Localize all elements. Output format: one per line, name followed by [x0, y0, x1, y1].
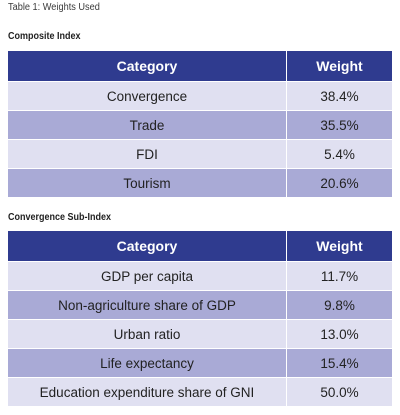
category-cell: Education expenditure share of GNI — [8, 378, 287, 407]
composite-index-title: Composite Index — [8, 31, 81, 42]
table-row: Education expenditure share of GNI 50.0% — [8, 378, 392, 407]
weight-cell: 15.4% — [287, 349, 392, 378]
table-row: Life expectancy 15.4% — [8, 349, 392, 378]
table-row: Convergence 38.4% — [8, 82, 392, 111]
table-row: Non-agriculture share of GDP 9.8% — [8, 291, 392, 320]
weight-cell: 13.0% — [287, 320, 392, 349]
composite-index-table: Category Weight Convergence 38.4% Trade … — [8, 51, 392, 198]
column-header-weight: Weight — [287, 51, 392, 82]
category-cell: Urban ratio — [8, 320, 287, 349]
weight-cell: 11.7% — [287, 262, 392, 291]
category-cell: Convergence — [8, 82, 287, 111]
weight-cell: 35.5% — [287, 111, 392, 140]
column-header-category: Category — [8, 231, 287, 262]
table-row: Tourism 20.6% — [8, 169, 392, 198]
category-cell: FDI — [8, 140, 287, 169]
category-cell: GDP per capita — [8, 262, 287, 291]
table-row: Trade 35.5% — [8, 111, 392, 140]
table-caption: Table 1: Weights Used — [8, 2, 100, 13]
weight-cell: 5.4% — [287, 140, 392, 169]
category-cell: Life expectancy — [8, 349, 287, 378]
weight-cell: 20.6% — [287, 169, 392, 198]
weight-cell: 50.0% — [287, 378, 392, 407]
column-header-category: Category — [8, 51, 287, 82]
table-row: FDI 5.4% — [8, 140, 392, 169]
category-cell: Non-agriculture share of GDP — [8, 291, 287, 320]
convergence-sub-index-title: Convergence Sub-Index — [8, 212, 112, 223]
category-cell: Trade — [8, 111, 287, 140]
category-cell: Tourism — [8, 169, 287, 198]
convergence-sub-index-table: Category Weight GDP per capita 11.7% Non… — [8, 231, 392, 407]
weight-cell: 9.8% — [287, 291, 392, 320]
table-header-row: Category Weight — [8, 51, 392, 82]
table-row: Urban ratio 13.0% — [8, 320, 392, 349]
table-row: GDP per capita 11.7% — [8, 262, 392, 291]
table-header-row: Category Weight — [8, 231, 392, 262]
weight-cell: 38.4% — [287, 82, 392, 111]
column-header-weight: Weight — [287, 231, 392, 262]
